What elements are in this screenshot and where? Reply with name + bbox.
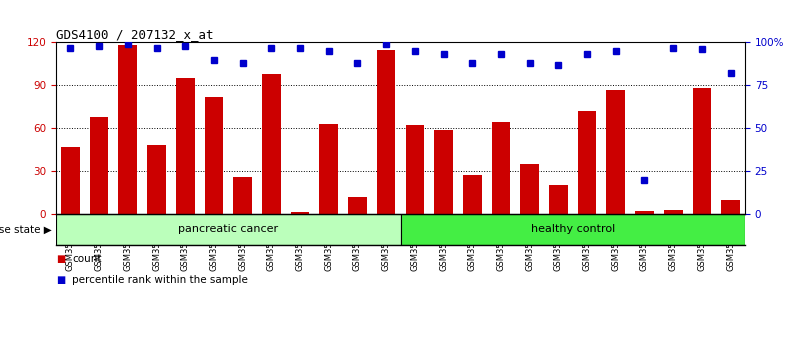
Bar: [521, 164, 539, 214]
Text: count: count: [72, 254, 102, 264]
Text: pancreatic cancer: pancreatic cancer: [179, 224, 279, 234]
Bar: [147, 145, 166, 214]
Bar: [635, 211, 654, 214]
Bar: [606, 90, 625, 214]
Bar: [400, 214, 745, 245]
Text: ■: ■: [56, 254, 66, 264]
Text: GDS4100 / 207132_x_at: GDS4100 / 207132_x_at: [56, 28, 214, 41]
Bar: [90, 117, 108, 214]
Text: percentile rank within the sample: percentile rank within the sample: [72, 275, 248, 285]
Bar: [320, 124, 338, 214]
Bar: [693, 88, 711, 214]
Bar: [204, 97, 223, 214]
Bar: [56, 214, 400, 245]
Bar: [262, 74, 280, 214]
Text: healthy control: healthy control: [530, 224, 615, 234]
Bar: [119, 45, 137, 214]
Bar: [463, 175, 481, 214]
Bar: [61, 147, 80, 214]
Bar: [348, 197, 367, 214]
Text: disease state ▶: disease state ▶: [0, 224, 52, 234]
Bar: [492, 122, 510, 214]
Bar: [376, 50, 396, 214]
Bar: [578, 111, 597, 214]
Bar: [291, 212, 309, 214]
Text: ■: ■: [56, 275, 66, 285]
Bar: [664, 210, 682, 214]
Bar: [434, 130, 453, 214]
Bar: [721, 200, 740, 214]
Bar: [176, 78, 195, 214]
Bar: [405, 125, 425, 214]
Bar: [233, 177, 252, 214]
Bar: [549, 185, 568, 214]
